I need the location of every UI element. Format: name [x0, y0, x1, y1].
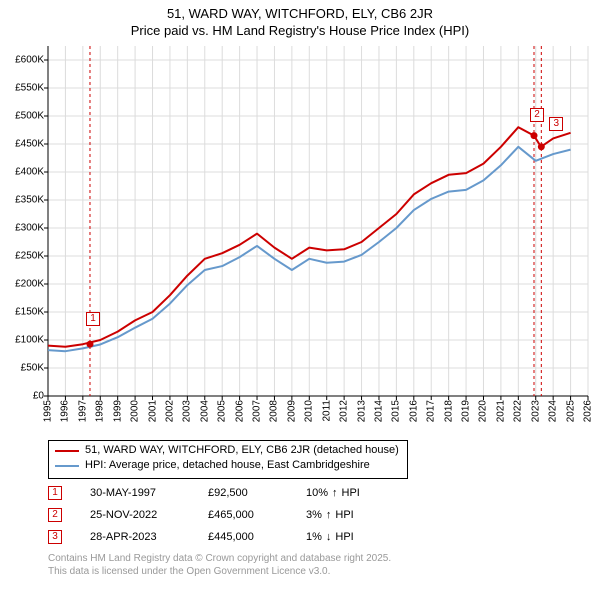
sale-pct: 10%: [306, 487, 328, 499]
x-tick-label: 2013: [356, 400, 367, 422]
legend-swatch: [55, 450, 79, 452]
x-tick-label: 2002: [164, 400, 175, 422]
y-tick-label: £100K: [15, 335, 44, 346]
y-tick-label: £50K: [21, 363, 44, 374]
sales-row: 2 25-NOV-2022 £465,000 3% ↑ HPI: [48, 504, 396, 526]
x-tick-label: 2017: [426, 400, 437, 422]
sale-price: £445,000: [208, 531, 278, 543]
y-tick-label: £550K: [15, 83, 44, 94]
title-block: 51, WARD WAY, WITCHFORD, ELY, CB6 2JR Pr…: [0, 0, 600, 38]
x-tick-label: 2011: [321, 400, 332, 422]
x-tick-label: 2012: [339, 400, 350, 422]
sales-row: 1 30-MAY-1997 £92,500 10% ↑ HPI: [48, 482, 396, 504]
y-tick-label: £300K: [15, 223, 44, 234]
arrow-icon: ↑: [332, 487, 338, 499]
footer-line: Contains HM Land Registry data © Crown c…: [48, 552, 391, 565]
y-tick-label: £450K: [15, 139, 44, 150]
x-tick-label: 2026: [583, 400, 594, 422]
y-tick-label: £150K: [15, 307, 44, 318]
sale-hpi-suffix: HPI: [342, 487, 360, 499]
x-tick-label: 2006: [234, 400, 245, 422]
sale-hpi: 3% ↑ HPI: [306, 509, 396, 521]
sales-row: 3 28-APR-2023 £445,000 1% ↓ HPI: [48, 526, 396, 548]
title-subtitle: Price paid vs. HM Land Registry's House …: [0, 23, 600, 38]
x-tick-label: 1997: [77, 400, 88, 422]
sale-pct: 1%: [306, 531, 322, 543]
sale-hpi-suffix: HPI: [335, 509, 353, 521]
x-tick-label: 2009: [286, 400, 297, 422]
chart-sale-badge: 2: [530, 108, 544, 122]
x-tick-label: 1996: [60, 400, 71, 422]
x-tick-label: 2007: [252, 400, 263, 422]
legend-label: 51, WARD WAY, WITCHFORD, ELY, CB6 2JR (d…: [85, 443, 399, 458]
y-tick-label: £500K: [15, 111, 44, 122]
sale-date: 30-MAY-1997: [90, 487, 180, 499]
x-tick-label: 2014: [373, 400, 384, 422]
x-tick-label: 1999: [112, 400, 123, 422]
sale-pct: 3%: [306, 509, 322, 521]
sale-hpi: 1% ↓ HPI: [306, 531, 396, 543]
x-tick-label: 2019: [461, 400, 472, 422]
x-tick-label: 2016: [408, 400, 419, 422]
sale-hpi: 10% ↑ HPI: [306, 487, 396, 499]
x-tick-label: 2025: [565, 400, 576, 422]
x-tick-label: 2023: [530, 400, 541, 422]
legend-swatch: [55, 465, 79, 467]
sales-table: 1 30-MAY-1997 £92,500 10% ↑ HPI 2 25-NOV…: [48, 482, 396, 548]
chart-sale-badge: 1: [86, 312, 100, 326]
x-tick-label: 2021: [495, 400, 506, 422]
arrow-icon: ↓: [326, 531, 332, 543]
x-tick-label: 2020: [478, 400, 489, 422]
x-tick-label: 2024: [548, 400, 559, 422]
sale-hpi-suffix: HPI: [335, 531, 353, 543]
x-tick-label: 2004: [199, 400, 210, 422]
legend-item: 51, WARD WAY, WITCHFORD, ELY, CB6 2JR (d…: [55, 443, 401, 458]
x-tick-label: 2022: [513, 400, 524, 422]
y-tick-label: £350K: [15, 195, 44, 206]
x-tick-label: 2015: [391, 400, 402, 422]
x-tick-label: 2010: [304, 400, 315, 422]
sale-price: £92,500: [208, 487, 278, 499]
legend: 51, WARD WAY, WITCHFORD, ELY, CB6 2JR (d…: [48, 440, 408, 479]
x-tick-label: 2003: [182, 400, 193, 422]
sale-date: 25-NOV-2022: [90, 509, 180, 521]
footer-line: This data is licensed under the Open Gov…: [48, 565, 391, 578]
x-tick-label: 2008: [269, 400, 280, 422]
footer-attribution: Contains HM Land Registry data © Crown c…: [48, 552, 391, 578]
y-tick-label: £200K: [15, 279, 44, 290]
chart-sale-badge: 3: [549, 117, 563, 131]
y-tick-label: £400K: [15, 167, 44, 178]
sale-badge: 1: [48, 486, 62, 500]
legend-item: HPI: Average price, detached house, East…: [55, 458, 401, 473]
x-tick-label: 2005: [217, 400, 228, 422]
arrow-icon: ↑: [326, 509, 332, 521]
sale-badge: 2: [48, 508, 62, 522]
sale-date: 28-APR-2023: [90, 531, 180, 543]
x-tick-label: 1995: [43, 400, 54, 422]
chart-container: 51, WARD WAY, WITCHFORD, ELY, CB6 2JR Pr…: [0, 0, 600, 590]
sale-badge: 3: [48, 530, 62, 544]
title-address: 51, WARD WAY, WITCHFORD, ELY, CB6 2JR: [0, 6, 600, 21]
x-tick-label: 2018: [443, 400, 454, 422]
x-tick-label: 2001: [147, 400, 158, 422]
legend-label: HPI: Average price, detached house, East…: [85, 458, 370, 473]
y-tick-label: £600K: [15, 55, 44, 66]
x-tick-label: 2000: [130, 400, 141, 422]
sale-price: £465,000: [208, 509, 278, 521]
x-tick-label: 1998: [95, 400, 106, 422]
y-tick-label: £250K: [15, 251, 44, 262]
chart-plot-area: £0£50K£100K£150K£200K£250K£300K£350K£400…: [48, 46, 588, 396]
